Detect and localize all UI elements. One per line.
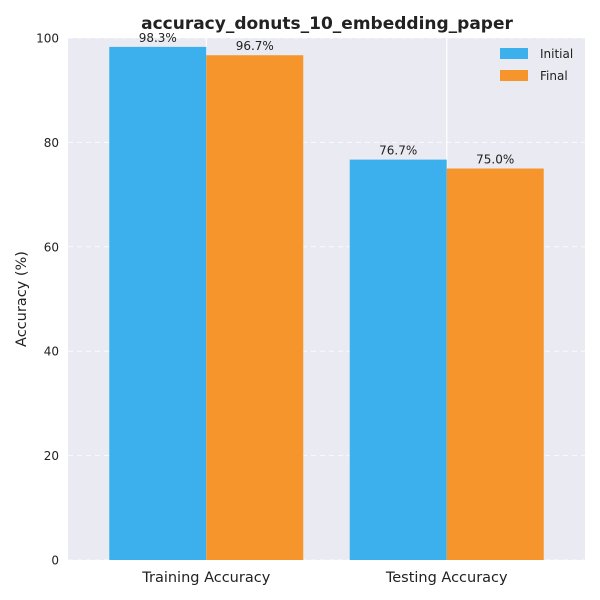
y-axis-label: Accuracy (%) xyxy=(14,251,30,347)
data-label: 76.7% xyxy=(379,144,417,158)
y-tick-label: 20 xyxy=(44,449,59,463)
data-label: 98.3% xyxy=(139,31,177,45)
data-labels: 98.3% 96.7% 76.7% 75.0% xyxy=(139,31,515,167)
legend-label-final: Final xyxy=(540,69,568,83)
bar-initial-1 xyxy=(109,46,207,560)
y-tick-label: 40 xyxy=(44,345,59,359)
y-tick-label: 80 xyxy=(44,136,59,150)
data-label: 96.7% xyxy=(236,39,274,53)
y-tick-label: 60 xyxy=(44,240,59,254)
x-category-label: Testing Accuracy xyxy=(385,570,508,586)
legend: Initial Final xyxy=(500,47,573,83)
y-tick-label: 0 xyxy=(51,554,59,568)
legend-swatch-final xyxy=(500,70,528,81)
legend-label-initial: Initial xyxy=(540,47,573,61)
bars xyxy=(109,46,544,560)
y-axis-ticks: 0 20 40 60 80 100 xyxy=(36,32,59,568)
y-tick-label: 100 xyxy=(36,32,59,46)
bar-final-1 xyxy=(206,55,304,560)
chart-title: accuracy_donuts_10_embedding_paper xyxy=(141,14,513,34)
bar-initial-2 xyxy=(349,159,447,560)
x-axis-categories: Training Accuracy Testing Accuracy xyxy=(141,570,508,586)
x-category-label: Training Accuracy xyxy=(141,570,270,586)
bar-final-2 xyxy=(446,168,544,560)
data-label: 75.0% xyxy=(476,153,514,167)
legend-swatch-initial xyxy=(500,48,528,59)
